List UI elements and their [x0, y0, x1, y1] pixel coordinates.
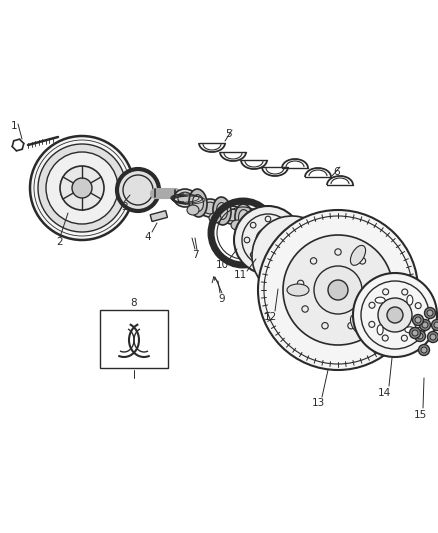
Circle shape — [30, 136, 134, 240]
Circle shape — [387, 307, 403, 323]
Text: 15: 15 — [413, 410, 427, 420]
Circle shape — [263, 235, 273, 245]
Circle shape — [431, 319, 438, 330]
Ellipse shape — [350, 245, 366, 265]
Ellipse shape — [178, 192, 192, 204]
Circle shape — [422, 322, 428, 328]
Text: 14: 14 — [378, 388, 391, 398]
Circle shape — [434, 322, 438, 328]
Circle shape — [328, 280, 348, 300]
Circle shape — [430, 334, 436, 340]
Ellipse shape — [287, 284, 309, 296]
Text: 4: 4 — [145, 232, 151, 242]
Circle shape — [412, 330, 418, 336]
Ellipse shape — [189, 189, 207, 217]
Ellipse shape — [377, 325, 383, 335]
Text: 11: 11 — [233, 270, 247, 280]
Ellipse shape — [248, 216, 262, 228]
Circle shape — [413, 314, 424, 326]
Ellipse shape — [239, 209, 249, 227]
Text: 5: 5 — [225, 129, 231, 139]
Text: 9: 9 — [219, 294, 225, 304]
Ellipse shape — [225, 209, 239, 221]
Ellipse shape — [203, 202, 217, 214]
Ellipse shape — [235, 204, 253, 232]
Ellipse shape — [199, 199, 221, 217]
Text: 2: 2 — [57, 237, 64, 247]
Wedge shape — [252, 216, 327, 296]
Circle shape — [234, 206, 302, 274]
Ellipse shape — [244, 213, 266, 231]
Text: 12: 12 — [263, 312, 277, 322]
Ellipse shape — [231, 220, 243, 230]
Circle shape — [314, 266, 362, 314]
Ellipse shape — [407, 295, 413, 305]
Text: 3: 3 — [121, 202, 127, 212]
Circle shape — [420, 319, 431, 330]
Circle shape — [270, 234, 314, 278]
Ellipse shape — [187, 205, 199, 215]
Bar — [100, 310, 168, 368]
Circle shape — [46, 152, 118, 224]
Circle shape — [427, 332, 438, 343]
Circle shape — [410, 327, 420, 338]
Ellipse shape — [350, 314, 366, 335]
Circle shape — [258, 210, 418, 370]
Ellipse shape — [174, 189, 196, 207]
Circle shape — [415, 317, 421, 323]
Circle shape — [417, 333, 423, 339]
Text: 6: 6 — [334, 167, 340, 177]
Circle shape — [421, 347, 427, 353]
Circle shape — [72, 178, 92, 198]
Text: 7: 7 — [192, 250, 198, 260]
Circle shape — [378, 298, 412, 332]
Ellipse shape — [405, 327, 415, 333]
Circle shape — [353, 273, 437, 357]
Circle shape — [427, 310, 433, 316]
Bar — [150, 211, 167, 222]
Text: 8: 8 — [131, 298, 137, 308]
Ellipse shape — [216, 203, 227, 220]
Circle shape — [414, 330, 425, 342]
Circle shape — [424, 308, 435, 319]
Ellipse shape — [213, 197, 231, 225]
Text: 1: 1 — [11, 121, 18, 131]
Circle shape — [60, 166, 104, 210]
Circle shape — [38, 144, 126, 232]
Ellipse shape — [375, 297, 385, 303]
Ellipse shape — [209, 213, 221, 223]
Circle shape — [287, 251, 297, 261]
Ellipse shape — [221, 206, 243, 224]
Text: 13: 13 — [311, 398, 325, 408]
Text: 10: 10 — [215, 260, 229, 270]
Circle shape — [117, 169, 159, 211]
Circle shape — [418, 344, 430, 356]
Circle shape — [283, 235, 393, 345]
Ellipse shape — [193, 195, 203, 212]
